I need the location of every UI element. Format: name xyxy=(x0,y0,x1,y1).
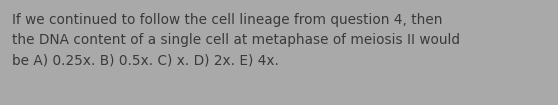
Text: If we continued to follow the cell lineage from question 4, then
the DNA content: If we continued to follow the cell linea… xyxy=(12,13,460,68)
